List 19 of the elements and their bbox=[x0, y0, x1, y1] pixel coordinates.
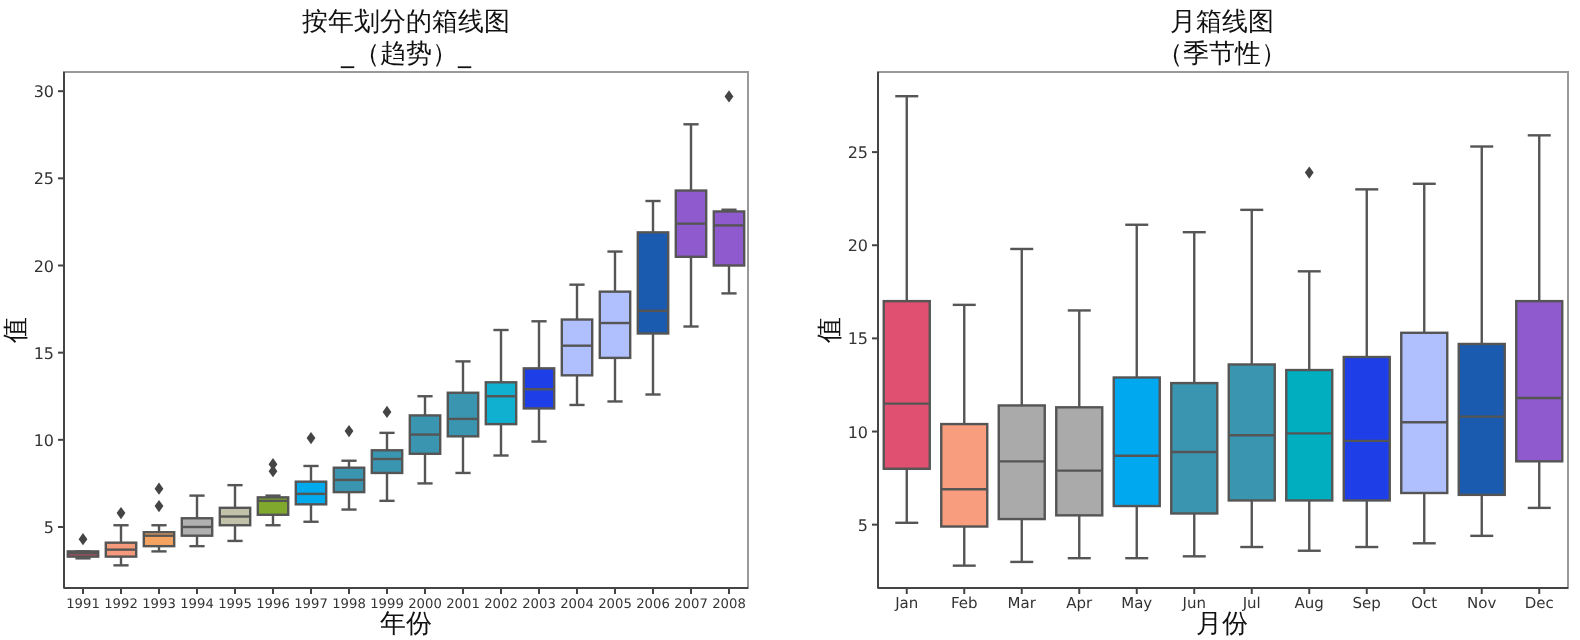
y-tick-label: 10 bbox=[33, 431, 54, 450]
y-axis-title: 值 bbox=[2, 317, 32, 343]
y-tick-label: 25 bbox=[847, 144, 868, 163]
y-tick-label: 5 bbox=[857, 516, 868, 535]
y-tick-label: 10 bbox=[847, 423, 868, 442]
chart-subtitle: _（趋势）_ bbox=[339, 40, 472, 70]
y-tick-label: 25 bbox=[33, 170, 54, 189]
chart-title: 月箱线图 bbox=[1170, 8, 1274, 38]
x-axis-title: 月份 bbox=[1196, 610, 1248, 640]
x-axis-title: 年份 bbox=[380, 610, 432, 640]
y-tick-label: 15 bbox=[847, 330, 868, 349]
y-tick-label: 5 bbox=[43, 518, 54, 537]
y-tick-label: 20 bbox=[33, 257, 54, 276]
chart-subtitle: （季节性） bbox=[1157, 40, 1287, 70]
chart-title: 按年划分的箱线图 bbox=[302, 8, 510, 38]
y-axis-title: 值 bbox=[816, 317, 846, 343]
y-tick-label: 30 bbox=[33, 83, 54, 102]
y-tick-label: 20 bbox=[847, 237, 868, 256]
y-tick-label: 15 bbox=[33, 344, 54, 363]
